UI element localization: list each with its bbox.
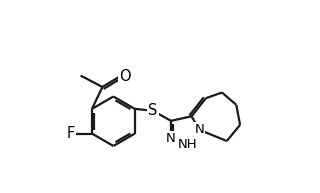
Text: NH: NH: [178, 138, 198, 151]
Text: S: S: [148, 103, 157, 118]
Text: F: F: [67, 126, 75, 141]
Text: N: N: [166, 132, 176, 145]
Text: N: N: [195, 123, 204, 136]
Text: O: O: [120, 69, 131, 84]
